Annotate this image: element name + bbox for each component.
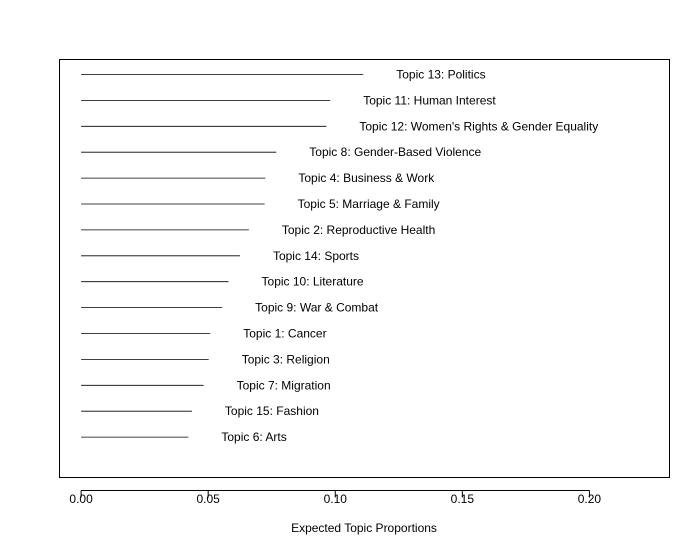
bar-label: Topic 5: Marriage & Family (298, 197, 440, 211)
x-axis: 0.00 0.05 0.10 0.15 0.20 (69, 490, 602, 506)
x-tick-label: 0.20 (578, 492, 602, 506)
plot-frame (59, 59, 670, 478)
bar-label: Topic 8: Gender-Based Violence (309, 145, 481, 159)
bars-group: Topic 13: Politics Topic 11: Human Intere… (81, 68, 598, 444)
x-tick-label: 0.05 (197, 492, 221, 506)
bar-label: Topic 9: War & Combat (255, 301, 379, 315)
bar-label: Topic 12: Women's Rights & Gender Equali… (359, 119, 598, 133)
bar-label: Topic 15: Fashion (225, 404, 319, 418)
bar-label: Topic 3: Religion (242, 352, 330, 366)
x-tick-label: 0.15 (451, 492, 475, 506)
bar-label: Topic 7: Migration (237, 378, 331, 392)
bar-label: Topic 6: Arts (221, 430, 286, 444)
bar-label: Topic 11: Human Interest (363, 93, 496, 107)
bar-label: Topic 1: Cancer (243, 327, 326, 341)
bar-label: Topic 10: Literature (262, 275, 364, 289)
bar-label: Topic 14: Sports (273, 249, 359, 263)
bar-label: Topic 13: Politics (396, 68, 485, 82)
x-axis-label: Expected Topic Proportions (291, 521, 437, 535)
bar-label: Topic 4: Business & Work (298, 171, 435, 185)
x-tick-label: 0.00 (69, 492, 93, 506)
bar-label: Topic 2: Reproductive Health (282, 223, 435, 237)
x-tick-label: 0.10 (324, 492, 348, 506)
